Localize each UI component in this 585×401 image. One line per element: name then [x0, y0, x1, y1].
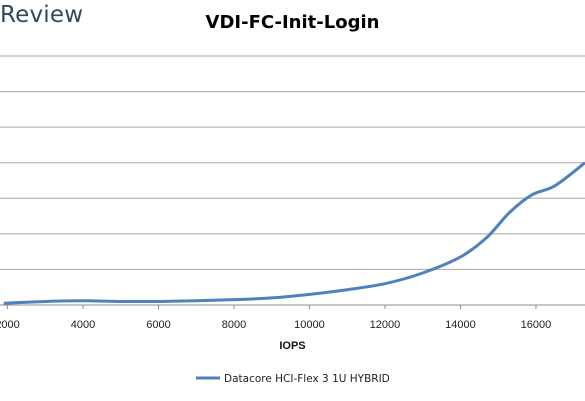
legend-label: Datacore HCI-Flex 3 1U HYBRID	[224, 373, 390, 385]
x-axis-title: IOPS	[279, 340, 305, 352]
brand-logo: Review	[0, 2, 84, 28]
x-tick-label: 8000	[222, 319, 246, 331]
gridlines	[0, 55, 585, 306]
x-tick-label: 4000	[71, 319, 95, 331]
x-tick-label: 10000	[294, 319, 325, 331]
x-tick-labels: 2000 4000 6000 8000 10000 12000 14000 16000	[0, 305, 551, 331]
series-lines	[3, 161, 585, 305]
legend: Datacore HCI-Flex 3 1U HYBRID	[196, 373, 390, 385]
x-tick-label: 12000	[370, 319, 401, 331]
series-line-0	[3, 161, 585, 305]
chart-title: VDI-FC-Init-Login	[205, 12, 380, 33]
x-tick-label: 16000	[521, 319, 552, 331]
x-tick-label: 14000	[445, 319, 476, 331]
x-tick-label: 6000	[146, 319, 170, 331]
x-tick-label: 2000	[0, 319, 20, 331]
